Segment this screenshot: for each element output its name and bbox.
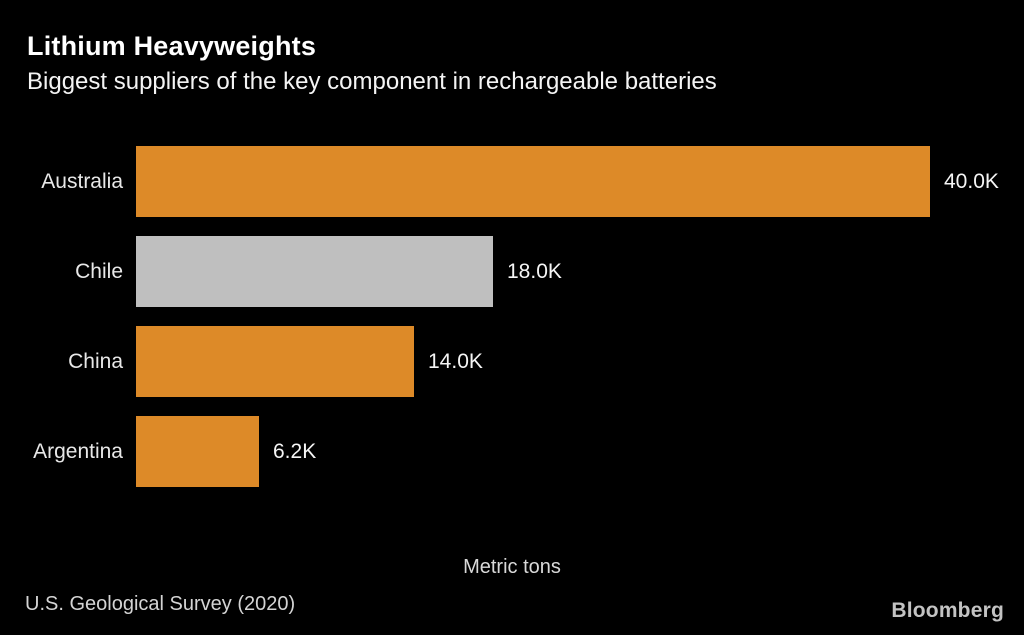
value-label: 6.2K xyxy=(273,439,317,463)
category-label: China xyxy=(68,349,123,373)
chart-row: China 14.0K xyxy=(0,326,1024,397)
chart-row: Australia 40.0K xyxy=(0,146,1024,217)
chart-row: Argentina 6.2K xyxy=(0,416,1024,487)
value-label: 40.0K xyxy=(944,169,999,193)
source-note: U.S. Geological Survey (2020) xyxy=(25,593,296,615)
chart-row: Chile 18.0K xyxy=(0,236,1024,307)
chart-subtitle: Biggest suppliers of the key component i… xyxy=(27,68,717,95)
category-label: Australia xyxy=(41,169,123,193)
value-label: 18.0K xyxy=(507,259,562,283)
chart-title: Lithium Heavyweights xyxy=(27,31,317,61)
value-label: 14.0K xyxy=(428,349,483,373)
category-label: Chile xyxy=(75,259,123,283)
bar-australia xyxy=(136,146,930,217)
bar-china xyxy=(136,326,414,397)
bar-argentina xyxy=(136,416,259,487)
category-label: Argentina xyxy=(33,439,123,463)
bar-chile xyxy=(136,236,493,307)
bloomberg-logo: Bloomberg xyxy=(891,599,1004,622)
x-axis-label: Metric tons xyxy=(463,556,561,578)
